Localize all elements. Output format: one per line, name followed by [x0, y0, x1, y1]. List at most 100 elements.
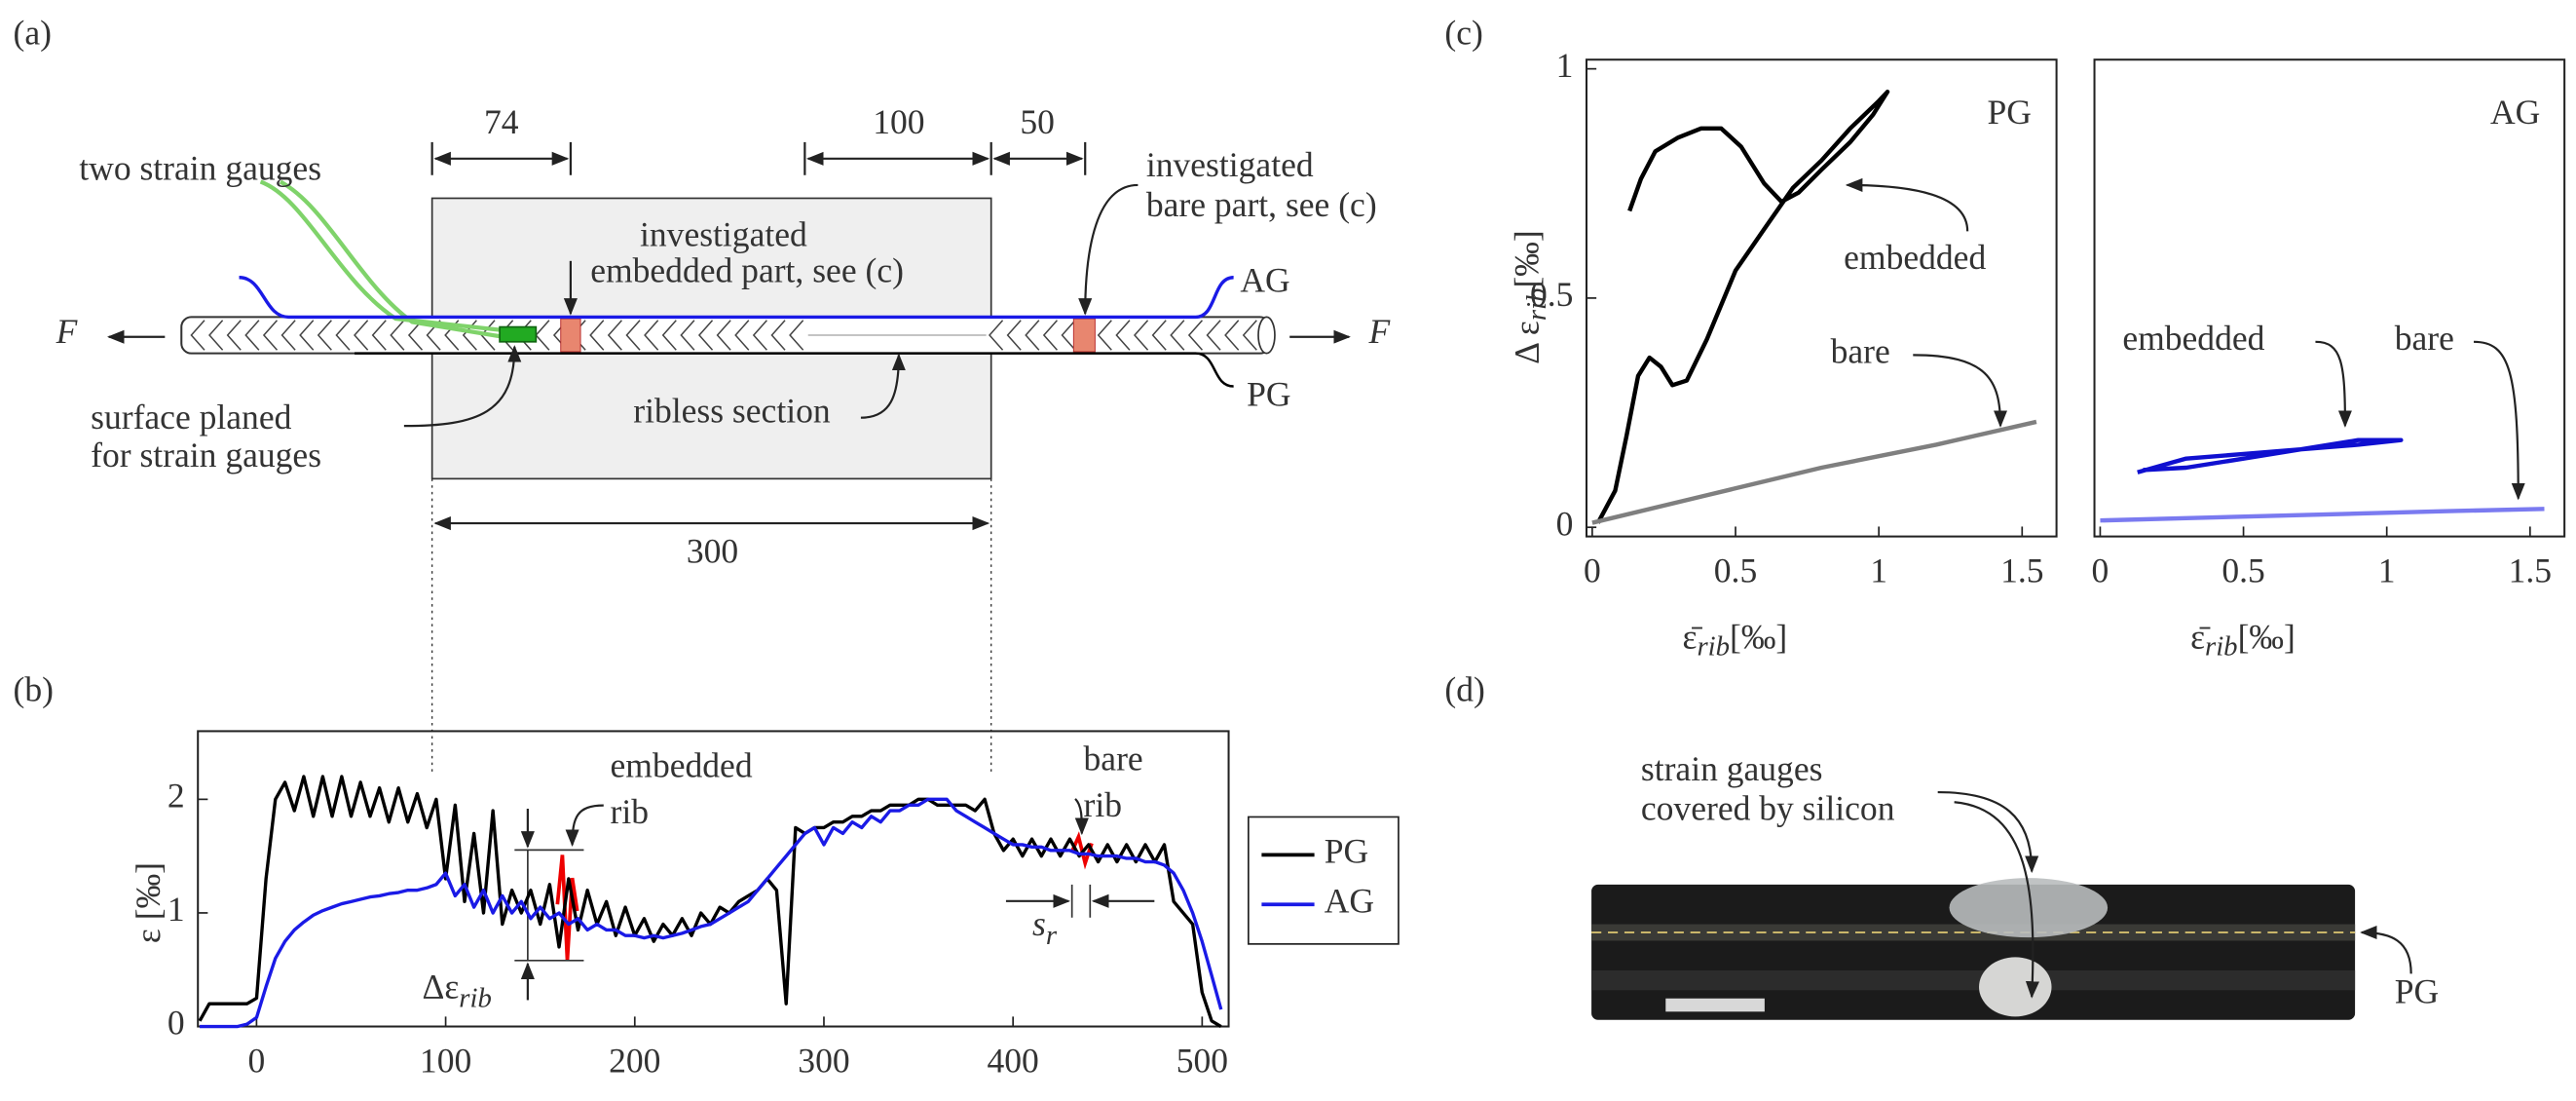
y-tick-label: 1 [168, 890, 185, 929]
gauge-wire [259, 179, 504, 333]
rib [262, 320, 279, 351]
x-axis-label: ε̄rib[‰] [2190, 617, 2296, 662]
x-tick-label: 0 [1584, 551, 1601, 590]
x-tick-label: 500 [1176, 1042, 1228, 1081]
bare-rib-patch [1072, 318, 1096, 353]
photo-arrow [1937, 790, 2039, 874]
ag-label: AG [1240, 261, 1289, 300]
callout: for strain gauges [91, 436, 321, 475]
rib [335, 320, 351, 351]
y-axis-label: Δ εrib[‰] [1508, 230, 1552, 364]
rib [190, 320, 205, 351]
rib [1097, 320, 1112, 351]
annotation: bare [1084, 740, 1143, 778]
dimension-label: 74 [484, 102, 519, 141]
rib [680, 320, 695, 351]
rib [1061, 320, 1076, 351]
y-tick-label: 1 [1556, 46, 1574, 85]
panel-tag: AG [2490, 93, 2540, 132]
rib [1006, 320, 1022, 351]
pg-line [355, 352, 1234, 388]
rib [371, 320, 387, 351]
rib [390, 320, 405, 351]
x-tick-label: 1.5 [2000, 551, 2043, 590]
series-line [1595, 90, 1890, 524]
series-label: bare [1831, 331, 1890, 370]
gauge-wire [279, 179, 504, 339]
photo-callout: covered by silicon [1641, 789, 1895, 828]
rib [644, 320, 659, 351]
callout: embedded part, see (c) [590, 251, 904, 290]
x-tick-label: 300 [798, 1042, 849, 1081]
annotation-arrow [565, 804, 604, 848]
rib [317, 320, 332, 351]
annotation: embedded [611, 746, 753, 785]
rib [208, 320, 224, 351]
series-label: bare [2395, 319, 2454, 358]
legend-box [1248, 816, 1400, 945]
rib [1133, 320, 1149, 351]
silicon-cover [1949, 878, 2109, 938]
rib [1151, 320, 1167, 351]
x-tick-label: 0 [248, 1042, 266, 1081]
x-tick-label: 0.5 [2221, 551, 2264, 590]
rib [716, 320, 731, 351]
x-tick-label: 1.5 [2509, 551, 2552, 590]
reflection [1665, 998, 1765, 1012]
rib [280, 320, 296, 351]
dimension-label: 300 [687, 531, 738, 570]
rib [1224, 320, 1240, 351]
rib [1242, 320, 1257, 351]
series-arrow [1913, 354, 2008, 428]
series-line [1591, 419, 2037, 525]
photo-callout: strain gauges [1641, 749, 1823, 788]
annotation: rib [611, 792, 650, 831]
series-arrow [2315, 340, 2352, 428]
series-line [2137, 437, 2404, 475]
x-tick-label: 1 [1870, 551, 1887, 590]
y-tick-label: 0 [1556, 504, 1574, 543]
annotation: rib [1084, 785, 1123, 824]
annotation: sr [1032, 904, 1058, 951]
callout: bare part, see (c) [1146, 185, 1377, 224]
rib [589, 320, 605, 351]
series-label: embedded [1844, 238, 1986, 277]
plot-frame [1585, 58, 2058, 538]
series-arrow [1845, 177, 1969, 232]
panel-label: (a) [14, 14, 52, 53]
rib [752, 320, 767, 351]
x-tick-label: 1 [2378, 551, 2396, 590]
rib [407, 320, 424, 351]
callout: investigated [640, 214, 807, 253]
pg-label: PG [1247, 375, 1290, 414]
rib [734, 320, 750, 351]
rib [789, 320, 804, 351]
rib [354, 320, 369, 351]
callout-arrow [860, 353, 906, 419]
rib [1206, 320, 1221, 351]
rib [1025, 320, 1040, 351]
force-label: F [56, 312, 79, 351]
rib [1170, 320, 1185, 351]
annotation: Δεrib [422, 967, 491, 1013]
photo-callout: PG [2395, 972, 2439, 1011]
panel-label: (c) [1444, 14, 1482, 53]
embedded-rib-patch [560, 318, 581, 353]
plot-frame [197, 730, 1230, 1028]
x-axis-label: ε̄rib[‰] [1683, 617, 1788, 662]
ag-line [239, 276, 1234, 320]
x-tick-label: 0 [2092, 551, 2109, 590]
dimension-label: 50 [1020, 102, 1055, 141]
callout: ribless section [633, 391, 831, 430]
rebar-shade [1591, 969, 2356, 991]
rib [625, 320, 641, 351]
rib [1187, 320, 1204, 351]
rebar-end [1257, 316, 1276, 355]
rib [770, 320, 786, 351]
x-tick-label: 400 [987, 1042, 1038, 1081]
photo-arrow [1954, 801, 2039, 999]
annotation-arrow [1074, 798, 1089, 836]
y-tick-label: 0 [168, 1004, 185, 1043]
x-tick-label: 0.5 [1714, 551, 1757, 590]
